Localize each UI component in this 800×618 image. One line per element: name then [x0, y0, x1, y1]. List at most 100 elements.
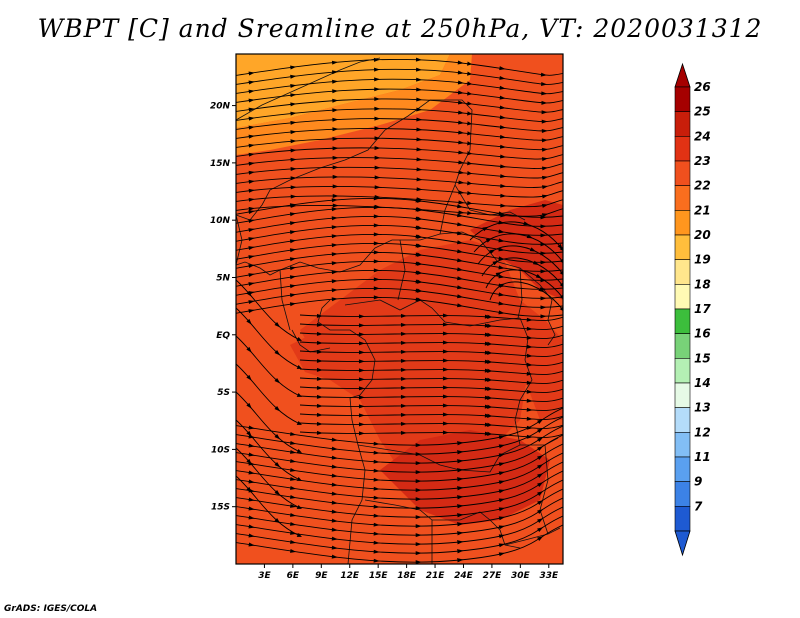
flow-arrow	[316, 421, 323, 426]
flow-arrow	[498, 301, 505, 306]
flow-arrow	[248, 161, 255, 166]
flow-arrow	[290, 548, 297, 553]
flow-arrow	[498, 238, 505, 243]
flow-arrow	[485, 238, 493, 243]
flow-arrow	[498, 256, 505, 261]
flow-arrow	[541, 203, 549, 208]
colorbar-label: 7	[694, 499, 703, 513]
flow-arrow	[246, 374, 252, 381]
flow-arrow	[290, 449, 297, 454]
colorbar-bottom-triangle	[674, 530, 691, 557]
flow-arrow	[442, 358, 449, 363]
flow-arrow	[373, 549, 380, 554]
flow-arrow	[526, 234, 533, 239]
colorbar-label: 13	[694, 401, 711, 415]
flow-arrow	[274, 350, 281, 356]
flow-arrow	[248, 116, 255, 121]
lon-tick-label: 33E	[539, 571, 559, 581]
flow-arrow	[541, 185, 549, 190]
flow-arrow	[246, 402, 252, 409]
flow-arrow	[289, 293, 297, 298]
streamline	[299, 394, 563, 402]
flow-arrow	[415, 198, 422, 203]
flow-arrow	[331, 297, 338, 302]
flow-arrow	[537, 437, 544, 442]
flow-arrow	[248, 246, 255, 251]
flow-arrow	[541, 157, 549, 162]
flow-arrow	[290, 65, 297, 70]
flow-arrow	[540, 224, 547, 229]
flow-arrow	[541, 138, 548, 143]
chart-title: WBPT [C] and Sreamline at 250hPa, VT: 20…	[37, 14, 763, 43]
flow-arrow	[540, 305, 547, 310]
longitude-axis: 3E 6E 9E 12E 15E 18E 21E 24E 27E 30E 33E	[258, 564, 559, 581]
streamline	[299, 385, 563, 393]
flow-arrow	[500, 203, 507, 208]
flow-arrow	[316, 340, 323, 345]
flow-arrow	[248, 143, 255, 148]
flow-arrow	[537, 500, 544, 505]
flow-arrow	[374, 175, 381, 180]
flow-arrow	[526, 425, 533, 430]
flow-arrow	[484, 359, 491, 364]
flow-arrow	[498, 534, 506, 539]
flow-arrow	[316, 349, 323, 354]
flow-arrow	[457, 276, 464, 281]
flow-arrow	[331, 464, 338, 469]
flow-arrow	[537, 473, 544, 478]
flow-arrow	[289, 239, 297, 244]
flow-arrow	[457, 222, 464, 227]
flow-arrow	[416, 77, 423, 82]
flow-arrow	[290, 494, 297, 499]
flow-arrow	[248, 197, 255, 202]
streamline	[236, 176, 563, 188]
flow-arrow	[373, 441, 380, 446]
flow-arrow	[457, 468, 464, 473]
flow-arrow	[541, 91, 548, 96]
flow-arrow	[289, 203, 297, 208]
flow-arrow	[316, 385, 323, 390]
flow-arrow	[457, 513, 464, 518]
flow-arrow	[537, 482, 544, 487]
flow-arrow	[457, 294, 464, 299]
colorbar: 26 25 24 23 22 21 20 19 18 17 16 15 14 13 12 11 9 7	[674, 62, 711, 557]
flow-arrow	[332, 165, 339, 170]
colorbar-segment	[674, 210, 691, 236]
lat-tick-label: 5N	[216, 273, 230, 283]
flow-arrow	[400, 430, 407, 435]
flow-arrow	[458, 170, 465, 175]
flow-arrow	[400, 313, 407, 318]
flow-arrow	[248, 273, 255, 278]
flow-arrow	[442, 394, 449, 399]
flow-arrow	[358, 377, 365, 382]
flow-arrow	[248, 71, 255, 76]
flow-arrow	[248, 170, 255, 175]
flow-arrow	[358, 431, 365, 436]
flow-arrow	[290, 93, 297, 98]
flow-arrow	[290, 539, 297, 544]
flow-arrow	[248, 89, 255, 94]
flow-arrow	[248, 210, 255, 215]
flow-arrow	[332, 146, 339, 151]
flow-arrow	[373, 540, 380, 545]
flow-arrow	[457, 540, 464, 545]
flow-arrow	[499, 134, 507, 139]
flow-arrow	[316, 331, 323, 336]
flow-arrow	[373, 486, 380, 491]
flow-arrow	[499, 115, 506, 120]
flow-arrow	[489, 249, 496, 254]
flow-arrow	[358, 368, 365, 373]
flow-arrow	[248, 206, 255, 211]
flow-arrow	[484, 422, 491, 427]
flow-arrow	[316, 376, 323, 381]
flow-arrow	[246, 486, 252, 493]
lon-tick-label: 24E	[454, 571, 474, 581]
flow-arrow	[289, 302, 297, 307]
flow-arrow	[499, 125, 507, 130]
flow-arrow	[290, 185, 297, 190]
flow-arrow	[415, 488, 422, 493]
flow-arrow	[248, 98, 255, 103]
flow-arrow	[373, 57, 381, 62]
flow-arrow	[557, 243, 563, 250]
